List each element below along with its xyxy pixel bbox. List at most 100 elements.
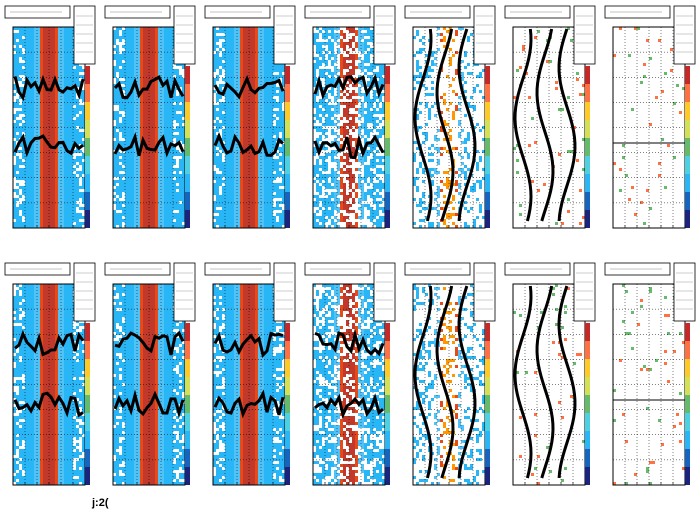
heat-cell xyxy=(125,54,128,57)
heat-cell xyxy=(246,117,249,120)
heat-cell xyxy=(55,180,58,183)
heat-cell xyxy=(82,162,85,165)
heat-cell xyxy=(76,174,79,177)
heat-cell xyxy=(55,165,58,168)
heat-cell xyxy=(113,177,116,180)
pad xyxy=(4,5,96,229)
heat-cell xyxy=(158,162,161,165)
heat-cell xyxy=(179,195,182,198)
heat-cell xyxy=(252,138,255,141)
heat-cell xyxy=(222,114,225,117)
heat-cell xyxy=(161,213,164,216)
heat-cell xyxy=(167,198,170,201)
heat-cell xyxy=(64,192,67,195)
palette-step xyxy=(285,120,290,138)
heat-cell xyxy=(143,57,146,60)
heat-cell xyxy=(170,102,173,105)
heat-cell xyxy=(52,213,55,216)
heat-cell xyxy=(273,207,276,210)
heat-cell xyxy=(19,180,22,183)
heat-cell xyxy=(143,162,146,165)
heat-cell xyxy=(43,207,46,210)
heat-cell xyxy=(55,51,58,54)
heat-cell xyxy=(264,204,267,207)
heat-cell xyxy=(49,201,52,204)
heat-cell xyxy=(40,225,43,228)
heat-cell xyxy=(313,150,316,153)
heat-cell xyxy=(219,108,222,111)
heat-cell xyxy=(55,186,58,189)
heat-cell xyxy=(55,147,58,150)
heat-cell xyxy=(240,99,243,102)
heat-cell xyxy=(261,81,264,84)
heat-cell xyxy=(122,153,125,156)
heat-cell xyxy=(46,96,49,99)
heat-cell xyxy=(243,141,246,144)
heat-cell xyxy=(267,156,270,159)
heat-cell xyxy=(158,132,161,135)
heat-cell xyxy=(161,219,164,222)
heat-cell xyxy=(276,132,279,135)
heat-cell xyxy=(49,213,52,216)
heat-cell xyxy=(134,126,137,129)
heat-cell xyxy=(137,183,140,186)
heat-cell xyxy=(137,162,140,165)
heat-cell xyxy=(282,186,285,189)
heat-cell xyxy=(243,183,246,186)
heat-cell xyxy=(237,63,240,66)
heat-cell xyxy=(231,45,234,48)
heat-cell xyxy=(176,102,179,105)
heat-cell xyxy=(316,57,319,60)
heat-cell xyxy=(219,84,222,87)
heat-cell xyxy=(119,126,122,129)
heat-cell xyxy=(64,180,67,183)
heat-cell xyxy=(113,207,116,210)
heat-cell xyxy=(49,69,52,72)
heat-cell xyxy=(131,36,134,39)
heat-cell xyxy=(243,72,246,75)
heat-cell xyxy=(258,45,261,48)
heat-cell xyxy=(16,219,19,222)
heat-cell xyxy=(13,87,16,90)
heat-cell xyxy=(219,36,222,39)
heat-cell xyxy=(249,219,252,222)
heat-cell xyxy=(313,195,316,198)
heat-cell xyxy=(19,198,22,201)
heat-cell xyxy=(49,120,52,123)
heat-cell xyxy=(164,159,167,162)
heat-cell xyxy=(25,156,28,159)
heat-cell xyxy=(76,72,79,75)
heat-cell xyxy=(164,108,167,111)
heat-cell xyxy=(134,204,137,207)
heat-cell xyxy=(70,81,73,84)
heat-cell xyxy=(173,162,176,165)
heat-cell xyxy=(182,129,185,132)
heat-cell xyxy=(264,207,267,210)
heat-cell xyxy=(55,156,58,159)
heat-cell xyxy=(34,174,37,177)
heat-cell xyxy=(40,210,43,213)
heat-cell xyxy=(64,216,67,219)
heat-cell xyxy=(231,81,234,84)
heat-cell xyxy=(173,96,176,99)
heat-cell xyxy=(167,75,170,78)
heat-cell xyxy=(70,75,73,78)
heat-cell xyxy=(22,168,25,171)
heat-cell xyxy=(243,27,246,30)
heat-cell xyxy=(216,105,219,108)
curve xyxy=(113,132,185,158)
heat-cell xyxy=(264,132,267,135)
heat-cell xyxy=(216,84,219,87)
heat-cell xyxy=(116,66,119,69)
heat-cell xyxy=(176,78,179,81)
heat-cell xyxy=(128,159,131,162)
heat-cell xyxy=(219,87,222,90)
heat-cell xyxy=(140,138,143,141)
heat-cell xyxy=(182,87,185,90)
heat-cell xyxy=(213,219,216,222)
heat-cell xyxy=(31,201,34,204)
heat-cell xyxy=(37,69,40,72)
heat-cell xyxy=(155,153,158,156)
heat-cell xyxy=(313,69,316,72)
heat-cell xyxy=(149,138,152,141)
